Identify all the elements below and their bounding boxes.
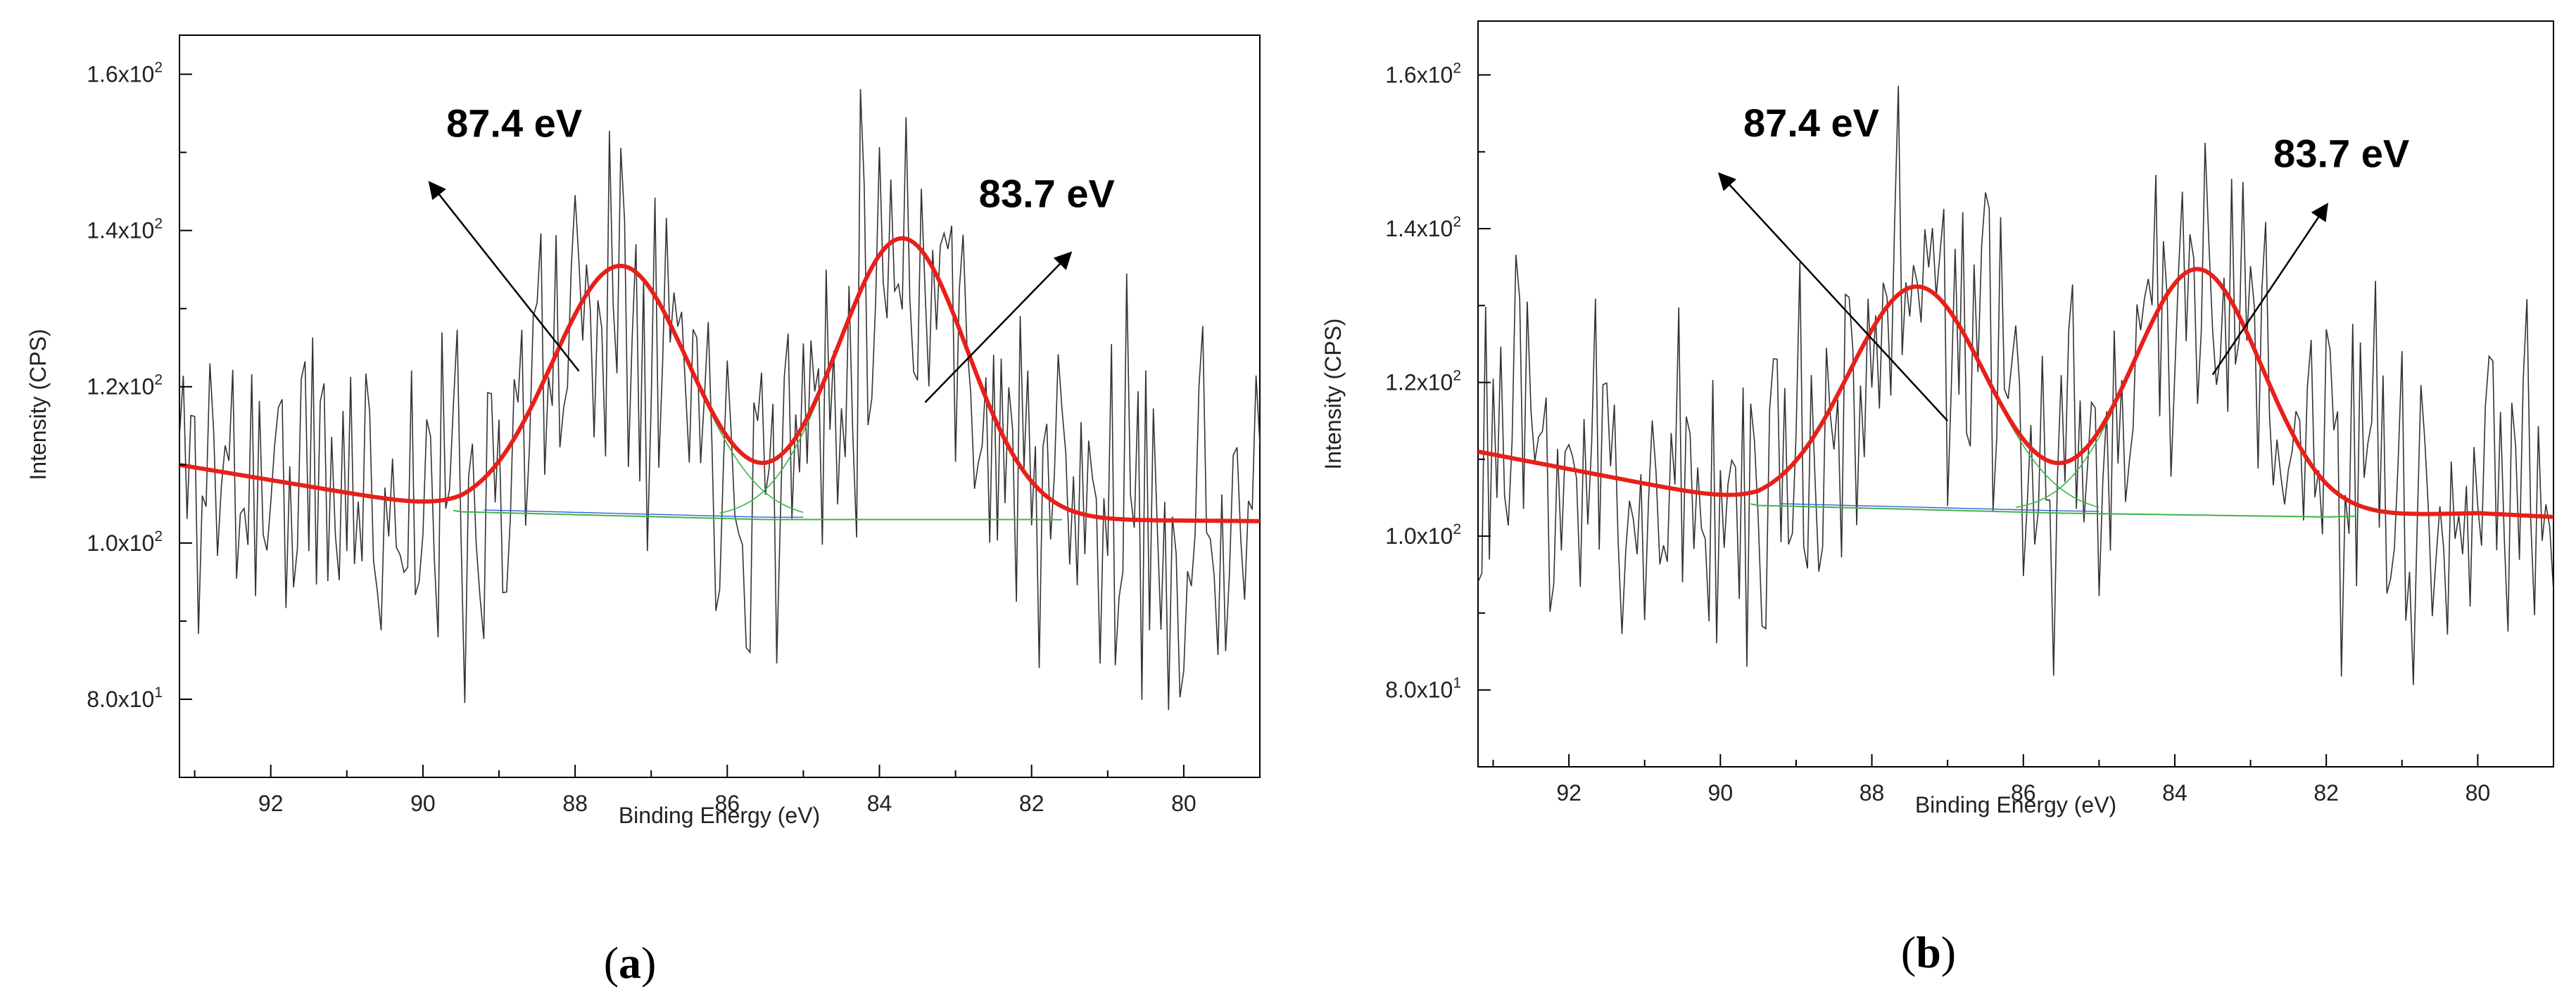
annotation-arrow-1-a [428,181,580,372]
y-tick-label-a: 1.6x102 [87,60,163,87]
x-tick-label-b: 84 [2162,780,2187,806]
y-axis-label-a: Intensity (CPS) [25,329,51,480]
series-background-b [1781,503,2100,512]
y-tick-label-b: 1.0x102 [1385,521,1461,549]
x-tick-label-b: 92 [1556,780,1581,806]
y-tick-label-b: 1.4x102 [1385,214,1461,241]
x-tick-label-b: 90 [1708,780,1734,806]
annotation-arrow-2-a [924,251,1073,403]
chart-panel-b: 87.4 eV 83.7 eV 92 90 88 86 84 82 80 8.0x101 1.0x… [1320,20,2554,977]
x-tick-label-a: 82 [1019,791,1044,816]
plot-area-a: 87.4 eV 83.7 eV [179,89,1260,711]
series-component-1-b [1735,286,2100,508]
axis-ticks-a: 92 90 88 86 84 82 80 8.0x101 1.0x102 1.2x102 1.4x1… [87,60,1261,816]
panel-letter-b: b [1916,927,1941,977]
x-tick-label-a: 84 [867,791,892,816]
y-tick-label-b: 1.2x102 [1385,368,1461,395]
x-tick-label-b: 80 [2465,780,2491,806]
x-axis-label-a: Binding Energy (eV) [619,803,820,828]
panel-label-a: (a) [604,938,657,988]
y-tick-label-a: 8.0x101 [87,685,163,712]
y-tick-label-a: 1.2x102 [87,372,163,400]
x-tick-label-a: 90 [410,791,436,816]
x-tick-label-a: 80 [1171,791,1197,816]
plot-frame-a [179,34,1261,778]
axis-ticks-b: 92 90 88 86 84 82 80 8.0x101 1.0x102 1.2x102 1.4x1… [1385,60,2554,806]
y-axis-title-a: Intensity (CPS) [25,329,51,480]
series-raw-a [179,89,1260,711]
x-tick-label-a: 88 [562,791,588,816]
y-tick-label-a: 1.0x102 [87,528,163,556]
x-axis-label-b: Binding Energy (eV) [1915,792,2116,817]
x-tick-label-a: 86 [715,791,740,816]
annotation-arrow-2-b [2211,203,2328,376]
x-tick-label-b: 86 [2011,780,2036,806]
series-fit-a [179,236,1260,523]
chart-panel-a: 87.4 eV 83.7 eV 92 90 88 86 84 82 80 8.0x101 1.0x… [25,34,1261,988]
y-tick-label-b: 1.6x102 [1385,60,1461,87]
annotations-b: 87.4 eV 83.7 eV [1717,101,2409,422]
y-tick-label-a: 1.4x102 [87,216,163,243]
panel-label-b: (b) [1901,927,1956,977]
peak-annotation-2-b: 83.7 eV [2273,132,2409,176]
x-tick-label-a: 92 [258,791,284,816]
series-background-a [484,509,804,518]
y-tick-label-b: 8.0x101 [1385,675,1461,703]
y-axis-title-b: Intensity (CPS) [1320,318,1346,469]
panel-letter-a: a [619,938,641,988]
peak-annotation-2-a: 83.7 eV [979,171,1115,215]
series-baseline-a [453,509,1062,521]
annotations-a: 87.4 eV 83.7 eV [428,101,1115,403]
series-fit-b [1478,267,2553,519]
series-raw-b [1478,85,2553,685]
y-axis-label-b: Intensity (CPS) [1320,318,1346,469]
x-tick-label-b: 88 [1860,780,1885,806]
series-baseline-b [1750,503,2357,518]
series-component-1-a [438,265,804,514]
plot-area-b: 87.4 eV 83.7 eV [1478,85,2553,685]
annotation-arrow-1-b [1717,172,1949,422]
peak-annotation-1-a: 87.4 eV [446,101,582,145]
peak-annotation-1-b: 87.4 eV [1743,101,1879,145]
plot-frame-b [1477,20,2554,768]
x-tick-label-b: 82 [2313,780,2339,806]
